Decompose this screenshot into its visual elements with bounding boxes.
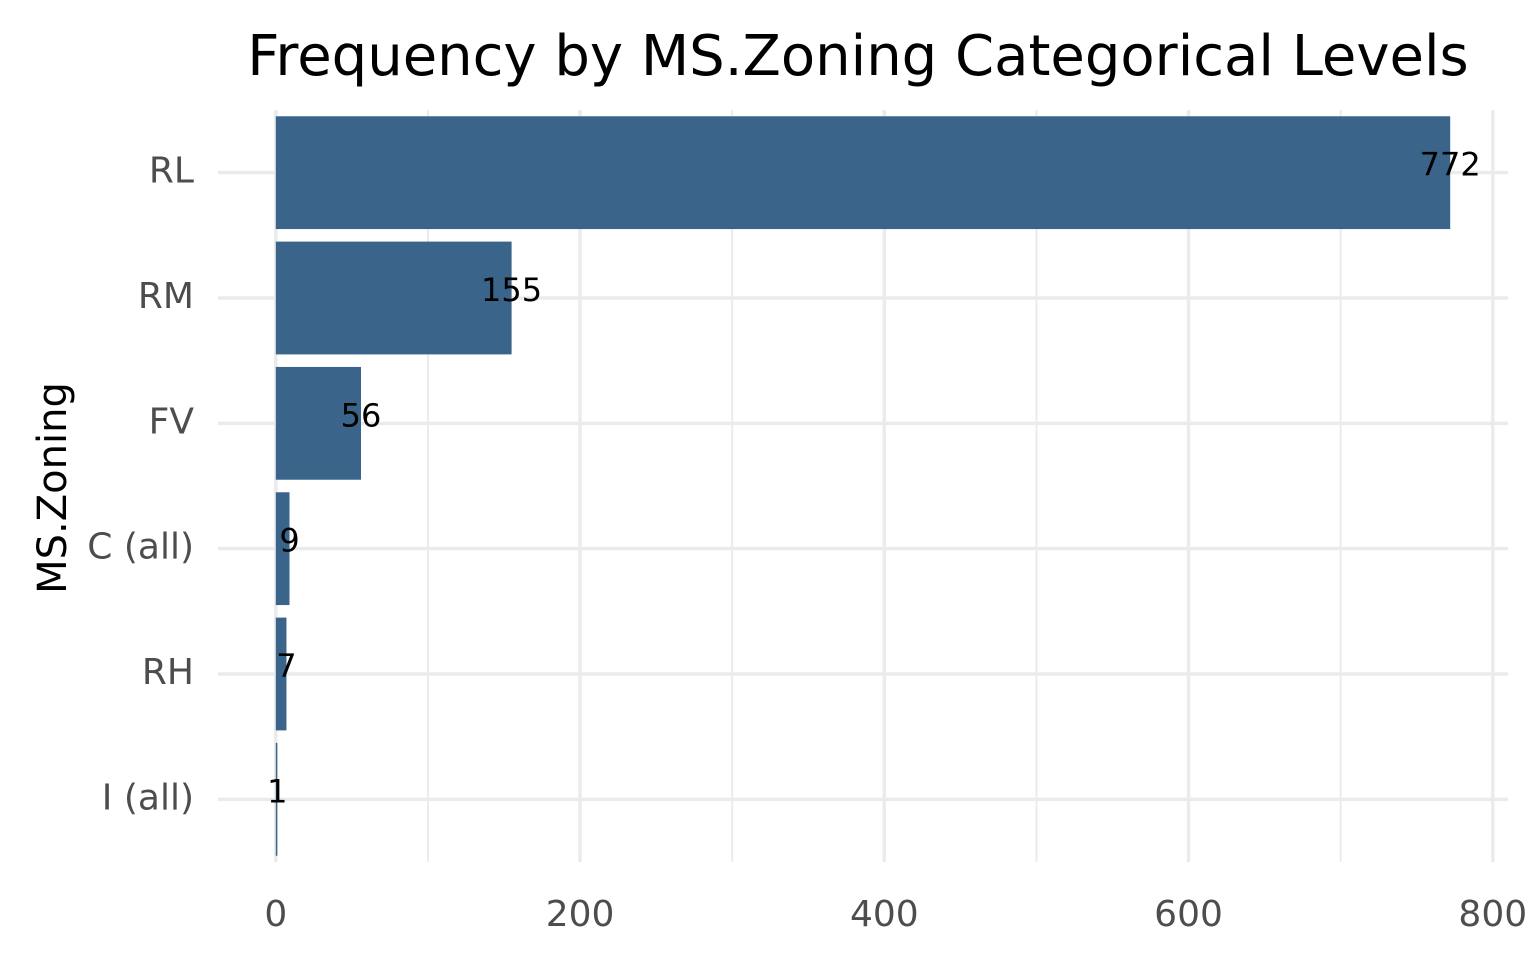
- data-labels: 772 155 56 9 7 1: [267, 146, 1481, 811]
- bars: [275, 116, 1451, 856]
- x-tick-label: 0: [264, 894, 287, 935]
- data-label: 155: [481, 271, 542, 309]
- y-tick-label: I (all): [102, 777, 194, 818]
- x-tick-label: 600: [1154, 894, 1223, 935]
- chart-title: Frequency by MS.Zoning Categorical Level…: [247, 24, 1468, 89]
- data-label: 7: [276, 647, 296, 685]
- x-tick-label: 400: [850, 894, 919, 935]
- data-label: 56: [341, 396, 382, 434]
- bar-fv: [275, 366, 361, 480]
- y-tick-label: C (all): [87, 527, 194, 568]
- y-tick-label: RL: [149, 151, 194, 192]
- x-tick-label: 800: [1458, 894, 1527, 935]
- x-tick-label: 200: [546, 894, 615, 935]
- x-axis-tick-labels: 0 200 400 600 800: [264, 894, 1527, 935]
- bar-i-all: [275, 742, 278, 856]
- y-tick-label: RH: [142, 652, 194, 693]
- y-axis-title: MS.Zoning: [30, 382, 76, 594]
- data-label: 9: [279, 522, 299, 560]
- bar-rl: [275, 116, 1451, 230]
- y-tick-label: FV: [149, 401, 195, 442]
- bar-rh: [275, 617, 287, 731]
- bar-rm: [275, 241, 512, 355]
- y-tick-label: RM: [138, 276, 194, 317]
- minor-gridlines: [426, 110, 1342, 862]
- data-label: 772: [1420, 146, 1481, 184]
- data-label: 1: [267, 772, 287, 810]
- y-axis-tick-labels: RL RM FV C (all) RH I (all): [87, 151, 194, 819]
- bar-c-all: [275, 492, 290, 606]
